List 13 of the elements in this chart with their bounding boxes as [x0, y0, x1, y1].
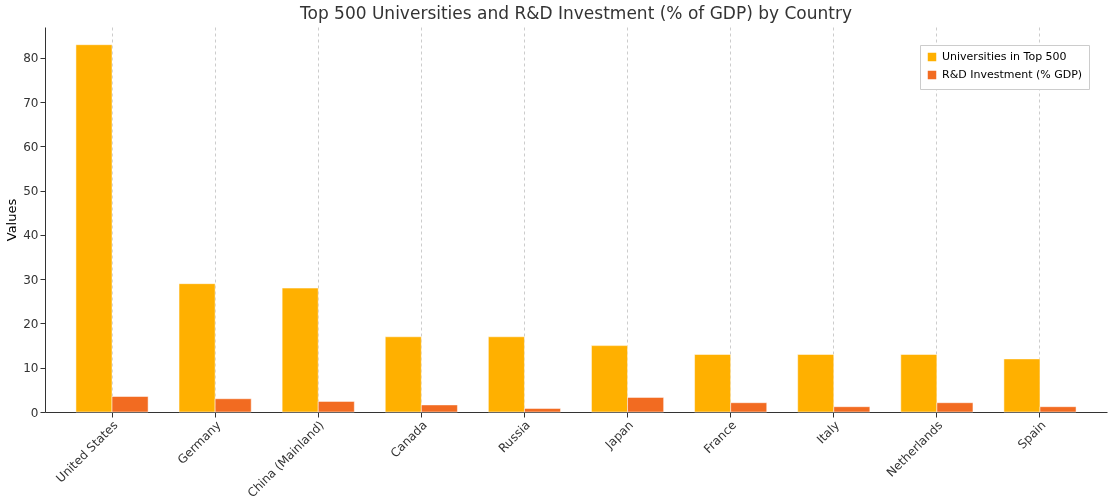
y-tick-label: 40 — [23, 228, 39, 243]
chart-title: Top 500 Universities and R&D Investment (% of GDP) by Country — [298, 3, 853, 23]
y-tick-label: 20 — [23, 316, 39, 331]
y-tick-label: 30 — [23, 272, 39, 287]
y-tick-label: 80 — [23, 51, 39, 66]
y-tick-label: 60 — [23, 139, 39, 154]
y-tick-label: 0 — [30, 405, 39, 420]
legend-label: R&D Investment (% GDP) — [942, 68, 1083, 81]
y-axis-title: Values — [4, 198, 20, 242]
y-tick-label: 70 — [23, 95, 39, 110]
y-tick-label: 50 — [23, 184, 39, 199]
legend-label: Universities in Top 500 — [942, 50, 1067, 63]
y-tick-label: 10 — [23, 361, 39, 376]
